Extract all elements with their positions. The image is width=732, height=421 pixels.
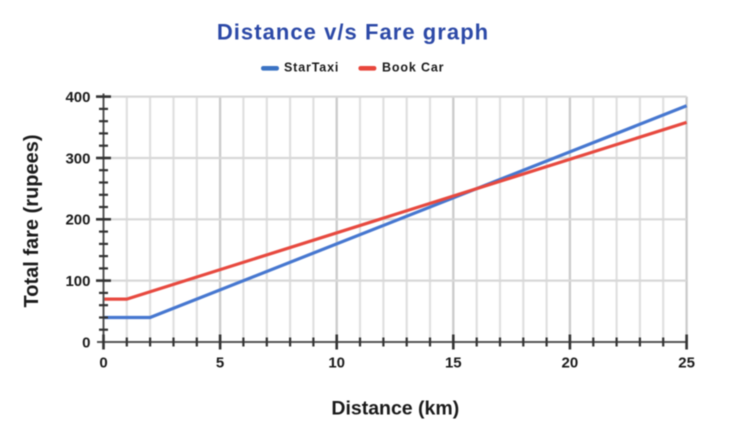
svg-text:StarTaxi: StarTaxi	[284, 60, 339, 74]
svg-text:0: 0	[82, 334, 90, 351]
svg-text:25: 25	[678, 355, 695, 372]
svg-text:20: 20	[562, 355, 579, 372]
svg-text:200: 200	[65, 212, 90, 229]
svg-text:10: 10	[328, 355, 345, 372]
svg-text:0: 0	[99, 355, 107, 372]
svg-text:400: 400	[65, 89, 90, 106]
svg-text:Total fare (rupees): Total fare (rupees)	[21, 135, 43, 308]
svg-text:Book Car: Book Car	[382, 60, 444, 74]
svg-text:Distance v/s Fare graph: Distance v/s Fare graph	[217, 20, 489, 45]
svg-text:5: 5	[216, 355, 224, 372]
svg-text:300: 300	[65, 150, 90, 167]
svg-text:Distance (km): Distance (km)	[331, 398, 459, 420]
svg-text:100: 100	[65, 273, 90, 290]
svg-text:15: 15	[445, 355, 462, 372]
